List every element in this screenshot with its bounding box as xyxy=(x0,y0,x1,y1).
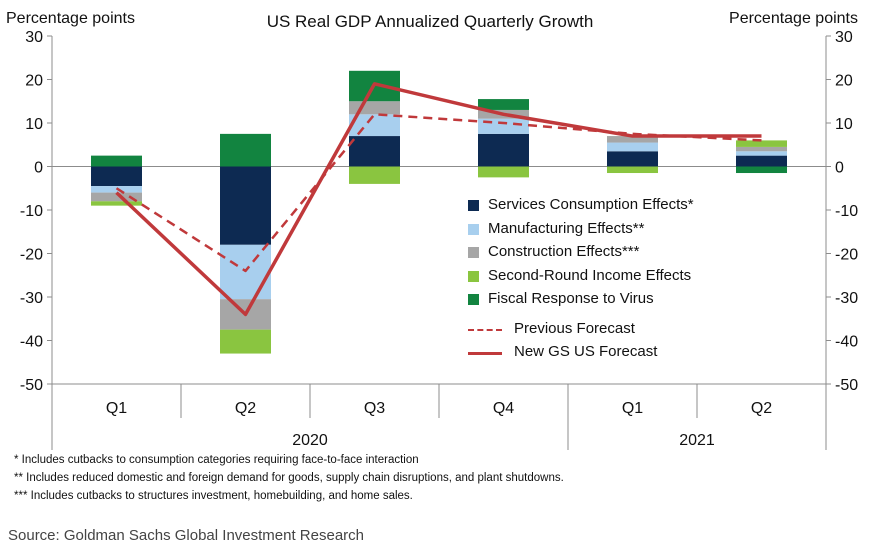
bar-segment xyxy=(91,166,142,187)
bar-segment xyxy=(736,140,787,147)
legend-swatch xyxy=(468,200,479,211)
bar-segment xyxy=(736,155,787,167)
left-tick-label: 0 xyxy=(34,160,43,177)
bar-segment xyxy=(607,166,658,174)
bar-segment xyxy=(607,151,658,167)
right-tick-label: -10 xyxy=(835,203,858,220)
legend-label: Previous Forecast xyxy=(514,319,635,337)
bar-segment xyxy=(478,166,529,178)
legend-swatch xyxy=(468,270,479,282)
year-label: 2020 xyxy=(292,432,328,449)
left-axis-label: Percentage points xyxy=(6,10,135,27)
bar-segment xyxy=(349,136,400,167)
bar-segment xyxy=(220,166,271,245)
bar-segment xyxy=(478,99,529,110)
footnote-1: * Includes cutbacks to consumption categ… xyxy=(14,454,419,466)
right-tick-label: -40 xyxy=(835,334,858,351)
left-tick-label: -50 xyxy=(20,377,43,394)
right-tick-label: -30 xyxy=(835,290,858,307)
footnote-2: ** Includes reduced domestic and foreign… xyxy=(14,472,564,484)
legend-swatch xyxy=(468,247,479,258)
bar-segment xyxy=(736,146,787,152)
footnote-3: *** Includes cutbacks to structures inve… xyxy=(14,490,413,502)
left-tick-label: -20 xyxy=(20,247,43,264)
legend-label: Construction Effects*** xyxy=(488,243,640,260)
chart-title: US Real GDP Annualized Quarterly Growth xyxy=(267,12,594,31)
right-axis-label: Percentage points xyxy=(729,10,858,27)
category-label: Q4 xyxy=(493,400,514,417)
legend-line-marker xyxy=(468,328,502,331)
right-tick-label: 10 xyxy=(835,116,853,133)
legend-label: Second-Round Income Effects xyxy=(488,266,692,284)
category-label: Q3 xyxy=(364,400,385,417)
source-note: Source: Goldman Sachs Global Investment … xyxy=(8,527,365,544)
right-tick-label: 30 xyxy=(835,29,853,46)
bar-segment xyxy=(91,155,142,167)
left-tick-label: 20 xyxy=(25,73,43,90)
legend-label: Manufacturing Effects** xyxy=(488,219,645,237)
right-tick-label: 0 xyxy=(835,160,844,177)
legend-swatch xyxy=(468,294,479,305)
legend-swatch xyxy=(468,223,479,235)
bar-segment xyxy=(478,133,529,167)
legend-label: Fiscal Response to Virus xyxy=(488,290,654,307)
bar-segment xyxy=(91,192,142,202)
category-label: Q1 xyxy=(622,400,643,417)
left-tick-label: 10 xyxy=(25,116,43,133)
legend-label: Services Consumption Effects* xyxy=(488,196,694,213)
bar-segment xyxy=(220,133,271,167)
bar-segment xyxy=(91,201,142,206)
right-tick-label: -20 xyxy=(835,247,858,264)
right-tick-label: 20 xyxy=(835,73,853,90)
right-tick-label: -50 xyxy=(835,377,858,394)
year-label: 2021 xyxy=(679,432,715,449)
category-label: Q2 xyxy=(235,400,256,417)
bar-segment xyxy=(736,151,787,156)
new-forecast-line xyxy=(115,82,762,317)
left-tick-label: 30 xyxy=(25,29,43,46)
legend-line-marker xyxy=(468,352,502,355)
category-label: Q1 xyxy=(106,400,127,417)
bar-segment xyxy=(736,166,787,174)
bar-segment xyxy=(607,142,658,152)
category-label: Q2 xyxy=(751,400,772,417)
left-tick-label: -30 xyxy=(20,290,43,307)
bar-segment xyxy=(220,329,271,354)
bar-segment xyxy=(349,166,400,184)
legend-label: New GS US Forecast xyxy=(514,343,658,360)
left-tick-label: -40 xyxy=(20,334,43,351)
bar-segment xyxy=(607,136,658,143)
left-tick-label: -10 xyxy=(20,203,43,220)
chart-svg: US Real GDP Annualized Quarterly Growth … xyxy=(6,10,858,450)
